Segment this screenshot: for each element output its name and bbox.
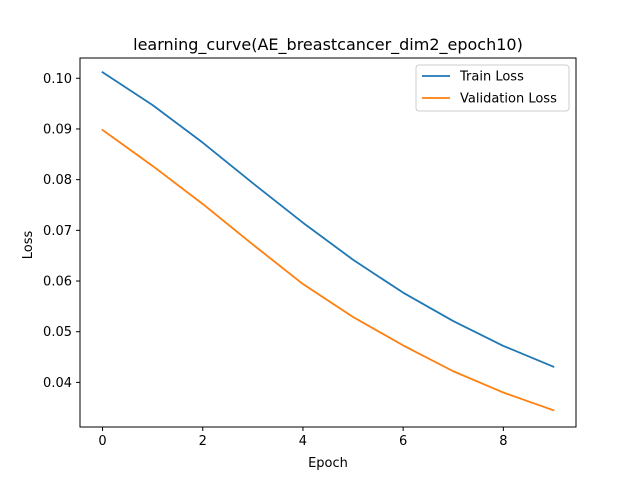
- x-tick-label: 0: [98, 434, 106, 449]
- ticks-layer: 0 2 4 6 8 0.04 0.05 0.06 0.07 0.08 0.09 0.10: [43, 72, 507, 449]
- legend-label-train-loss: Train Loss: [459, 70, 524, 85]
- x-tick-label: 2: [199, 434, 207, 449]
- x-axis-label: Epoch: [308, 456, 348, 471]
- y-tick-label: 0.04: [43, 376, 72, 391]
- chart-title: learning_curve(AE_breastcancer_dim2_epoc…: [133, 35, 523, 55]
- y-tick-label: 0.10: [43, 72, 72, 87]
- x-tick-label: 4: [299, 434, 307, 449]
- legend: Train Loss Validation Loss: [415, 64, 570, 112]
- y-axis-label: Loss: [21, 231, 36, 260]
- y-tick-label: 0.08: [43, 173, 72, 188]
- legend-box: [415, 64, 570, 112]
- series-line-validation-loss: [101, 128, 555, 412]
- plot-frame: [79, 57, 577, 428]
- y-tick-label: 0.05: [43, 325, 72, 340]
- series-line-train-loss: [101, 70, 555, 368]
- x-tick-label: 8: [499, 434, 507, 449]
- y-tick-label: 0.09: [43, 122, 72, 137]
- y-tick-label: 0.07: [43, 224, 72, 239]
- series-layer: [101, 70, 555, 412]
- y-tick-label: 0.06: [43, 275, 72, 290]
- legend-label-validation-loss: Validation Loss: [460, 92, 557, 107]
- x-tick-label: 6: [399, 434, 407, 449]
